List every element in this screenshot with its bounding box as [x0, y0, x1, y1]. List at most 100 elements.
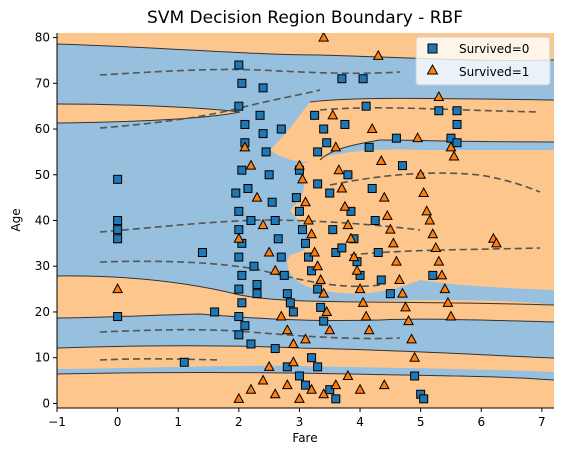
point-survived-0: [313, 179, 323, 189]
point-survived-0: [310, 110, 320, 120]
point-survived-1: [312, 260, 324, 271]
point-survived-1: [360, 310, 372, 321]
point-survived-1: [445, 141, 457, 152]
point-survived-1: [412, 132, 424, 143]
point-survived-0: [434, 106, 444, 116]
point-survived-0: [179, 357, 189, 367]
x-tick-label: 2: [235, 415, 243, 429]
point-survived-1: [306, 228, 318, 239]
point-survived-0: [237, 298, 247, 308]
point-survived-1: [233, 232, 245, 243]
point-survived-0: [240, 119, 250, 129]
legend-label-survived-1: Survived=1: [459, 65, 529, 79]
region-class1-band-62: [57, 104, 240, 123]
point-survived-1: [439, 283, 451, 294]
point-survived-0: [197, 248, 207, 258]
margin-lines: [99, 68, 541, 361]
point-survived-0: [304, 252, 314, 262]
point-survived-1: [245, 383, 257, 394]
point-survived-1: [269, 264, 281, 275]
point-survived-1: [336, 182, 348, 193]
point-survived-0: [252, 289, 262, 299]
point-survived-0: [270, 344, 280, 354]
point-survived-1: [300, 196, 311, 207]
boundary-line-2: [57, 103, 241, 124]
point-survived-1: [251, 191, 263, 202]
point-survived-0: [328, 225, 338, 235]
point-survived-0: [294, 371, 304, 381]
point-survived-1: [390, 255, 402, 266]
point-survived-1: [293, 392, 305, 403]
point-survived-0: [234, 312, 244, 322]
margin-line-8: [329, 172, 541, 193]
point-survived-0: [391, 133, 401, 143]
point-survived-0: [346, 206, 356, 216]
point-survived-0: [276, 252, 286, 262]
region-class1-mid-band: [57, 275, 554, 322]
point-survived-0: [370, 216, 380, 225]
y-tick-label: 10: [35, 351, 50, 365]
point-survived-0: [261, 147, 271, 157]
point-survived-1: [409, 351, 421, 362]
point-survived-1: [281, 324, 293, 335]
margin-line-7: [319, 107, 541, 113]
point-survived-0: [276, 124, 286, 134]
legend-label-survived-0: Survived=0: [459, 42, 529, 56]
point-survived-0: [113, 216, 123, 225]
point-survived-1: [433, 255, 445, 266]
point-survived-1: [348, 251, 360, 262]
point-survived-0: [240, 321, 250, 331]
point-survived-0: [297, 225, 307, 235]
region-class1-right-upper: [270, 98, 554, 162]
boundary-line-5: [57, 275, 554, 306]
y-tick-label: 20: [35, 305, 50, 319]
margin-line-2: [99, 89, 321, 129]
legend: Survived=0 Survived=1: [415, 36, 551, 86]
point-survived-0: [243, 183, 253, 193]
point-survived-1: [363, 324, 375, 335]
point-survived-0: [234, 330, 244, 340]
point-survived-1: [351, 264, 363, 275]
point-survived-1: [330, 379, 342, 390]
point-survived-0: [325, 385, 335, 395]
point-survived-0: [397, 161, 407, 171]
point-survived-1: [318, 33, 330, 42]
point-survived-0: [291, 193, 301, 203]
point-survived-0: [343, 170, 353, 180]
point-survived-0: [273, 234, 283, 244]
point-survived-1: [436, 269, 448, 280]
point-survived-1: [339, 200, 351, 211]
point-survived-0: [452, 138, 462, 148]
point-survived-1: [321, 305, 333, 316]
point-survived-1: [445, 310, 457, 321]
point-survived-1: [112, 283, 124, 294]
point-survived-0: [279, 270, 289, 280]
point-survived-0: [234, 101, 244, 111]
point-survived-1: [381, 209, 393, 220]
legend-marker-survived-0: [427, 43, 438, 54]
point-survived-0: [367, 183, 377, 193]
point-survived-1: [345, 232, 357, 243]
point-survived-0: [419, 394, 429, 404]
point-survived-0: [294, 206, 304, 216]
point-survived-0: [307, 266, 317, 276]
point-survived-0: [325, 188, 335, 198]
point-survived-0: [210, 307, 220, 317]
point-survived-1: [318, 388, 330, 399]
point-survived-1: [442, 296, 454, 307]
point-survived-1: [448, 150, 460, 161]
point-survived-0: [319, 124, 329, 134]
decision-regions: [57, 33, 554, 408]
point-survived-0: [255, 110, 265, 120]
point-survived-0: [264, 170, 274, 180]
point-survived-1: [400, 301, 411, 312]
point-survived-0: [234, 206, 244, 216]
scatter-points: [112, 33, 502, 404]
boundary-line-6: [57, 313, 554, 323]
point-survived-0: [267, 197, 277, 207]
margin-line-6: [99, 358, 221, 361]
x-tick-label: −1: [48, 415, 66, 429]
region-class1-bottom-band: [57, 372, 554, 408]
point-survived-0: [340, 119, 350, 129]
